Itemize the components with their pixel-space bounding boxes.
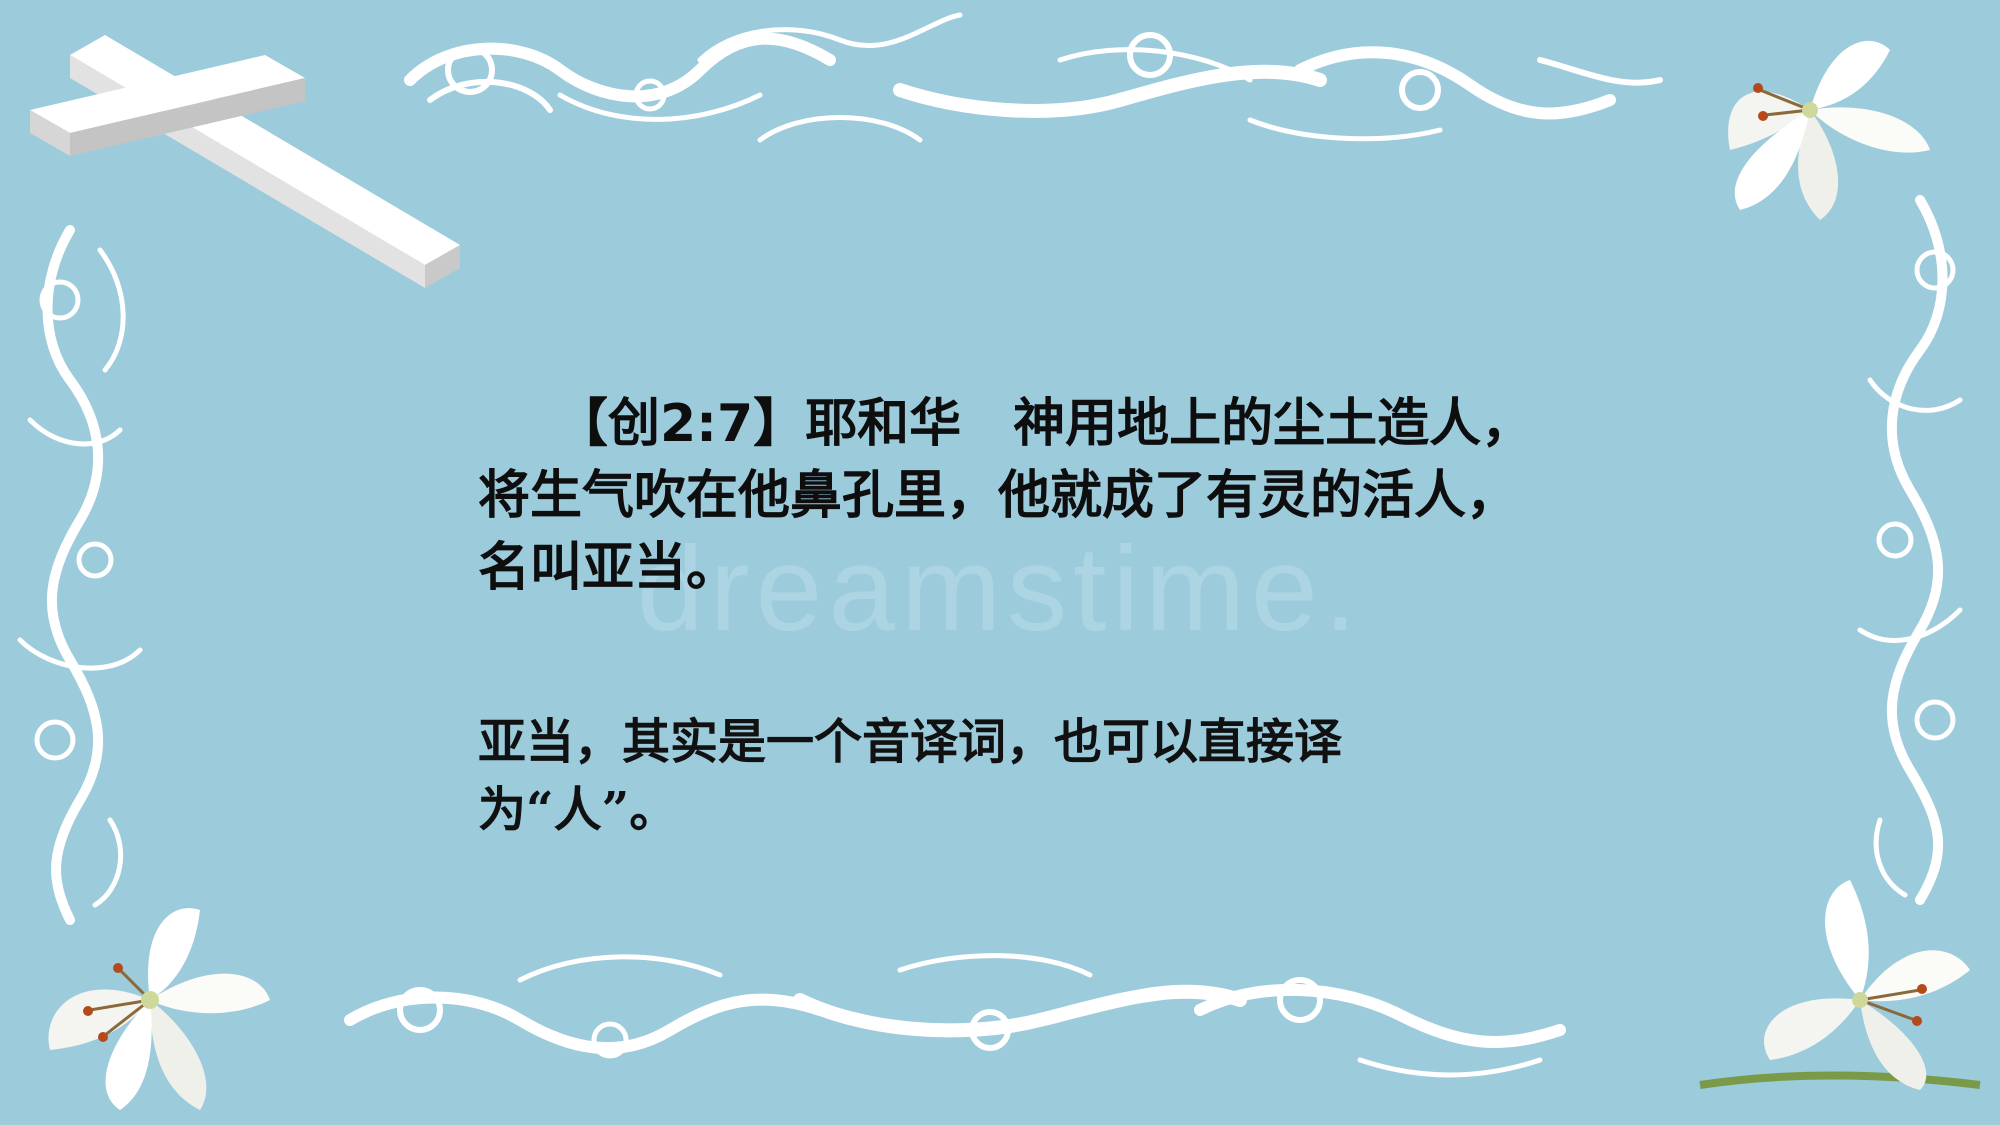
cross-icon xyxy=(30,35,460,288)
scripture-verse: 【创2:7】耶和华 神用地上的尘土造人，将生气吹在他鼻孔里，他就成了有灵的活人，… xyxy=(478,394,1534,598)
bottom-swirl-border xyxy=(344,953,1566,1078)
left-swirl-border xyxy=(17,225,143,925)
right-swirl-border xyxy=(1857,195,1963,905)
lily-flower-icon xyxy=(48,908,270,1110)
top-swirl-border xyxy=(404,12,1663,143)
lily-flower-icon xyxy=(1699,880,1981,1090)
lily-flower-icon xyxy=(1728,40,1930,220)
watermark: dreamstime. xyxy=(636,522,1364,656)
explanation-note: 亚当，其实是一个音译词，也可以直接译为“人”。 xyxy=(478,714,1343,838)
